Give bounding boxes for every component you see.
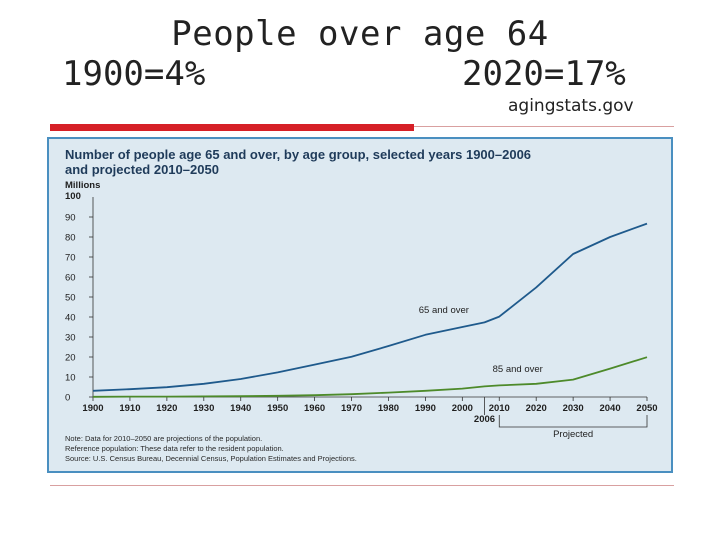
x-tick-label: 1950 <box>267 403 288 414</box>
x-tick-label: 1940 <box>230 403 251 414</box>
chart-title-line-1: Number of people age 65 and over, by age… <box>65 147 531 162</box>
x-tick-label: 2040 <box>599 403 620 414</box>
x-tick-label: 1920 <box>156 403 177 414</box>
y-tick-label: 40 <box>65 313 76 324</box>
projected-bracket <box>498 415 648 428</box>
accent-rule <box>50 124 414 131</box>
series-label-65-and-over: 65 and over <box>419 305 469 316</box>
y-tick-label: 90 <box>65 213 76 224</box>
y-tick-label: 0 <box>65 393 70 404</box>
chart-note-2: Reference population: These data refer t… <box>65 444 284 453</box>
projected-label: Projected <box>553 429 593 440</box>
chart-title-line-2: and projected 2010–2050 <box>65 162 219 177</box>
source-link-text: agingstats.gov <box>508 96 634 116</box>
chart-panel: Number of people age 65 and over, by age… <box>47 137 673 473</box>
x-tick-label: 2010 <box>489 403 510 414</box>
y-tick-label: 70 <box>65 253 76 264</box>
series-line-85-and-over <box>92 356 648 398</box>
x-tick-label: 2050 <box>636 403 657 414</box>
y-axis-top-tick: 100 <box>65 191 81 202</box>
y-tick-label: 60 <box>65 273 76 284</box>
stat-2020: 2020=17% <box>462 54 626 94</box>
slide-title: People over age 64 <box>171 14 549 54</box>
chart-note-1: Note: Data for 2010–2050 are projections… <box>65 434 262 443</box>
y-tick-label: 50 <box>65 293 76 304</box>
x-tick-label: 1990 <box>415 403 436 414</box>
series-line-65-and-over <box>92 222 648 392</box>
x-tick-label: 1970 <box>341 403 362 414</box>
x-tick-label: 2030 <box>563 403 584 414</box>
x-tick-label: 2020 <box>526 403 547 414</box>
x-tick-label-2006: 2006 <box>474 414 495 425</box>
x-tick-label: 2000 <box>452 403 473 414</box>
x-tick-label: 1980 <box>378 403 399 414</box>
x-tick-label: 1900 <box>82 403 103 414</box>
y-tick-label: 30 <box>65 333 76 344</box>
x-tick-label: 1930 <box>193 403 214 414</box>
divider-rule <box>414 126 674 127</box>
y-tick-label: 10 <box>65 373 76 384</box>
y-tick-label: 80 <box>65 233 76 244</box>
x-tick-label: 1910 <box>119 403 140 414</box>
x-tick-label: 1960 <box>304 403 325 414</box>
y-axis-unit-label: Millions <box>65 180 100 191</box>
line-chart: Number of people age 65 and over, by age… <box>65 147 658 463</box>
chart-note-3: Source: U.S. Census Bureau, Decennial Ce… <box>65 454 357 463</box>
stat-1900: 1900=4% <box>62 54 206 94</box>
bottom-rule <box>50 485 674 486</box>
series-label-85-and-over: 85 and over <box>493 364 543 375</box>
y-tick-label: 20 <box>65 353 76 364</box>
